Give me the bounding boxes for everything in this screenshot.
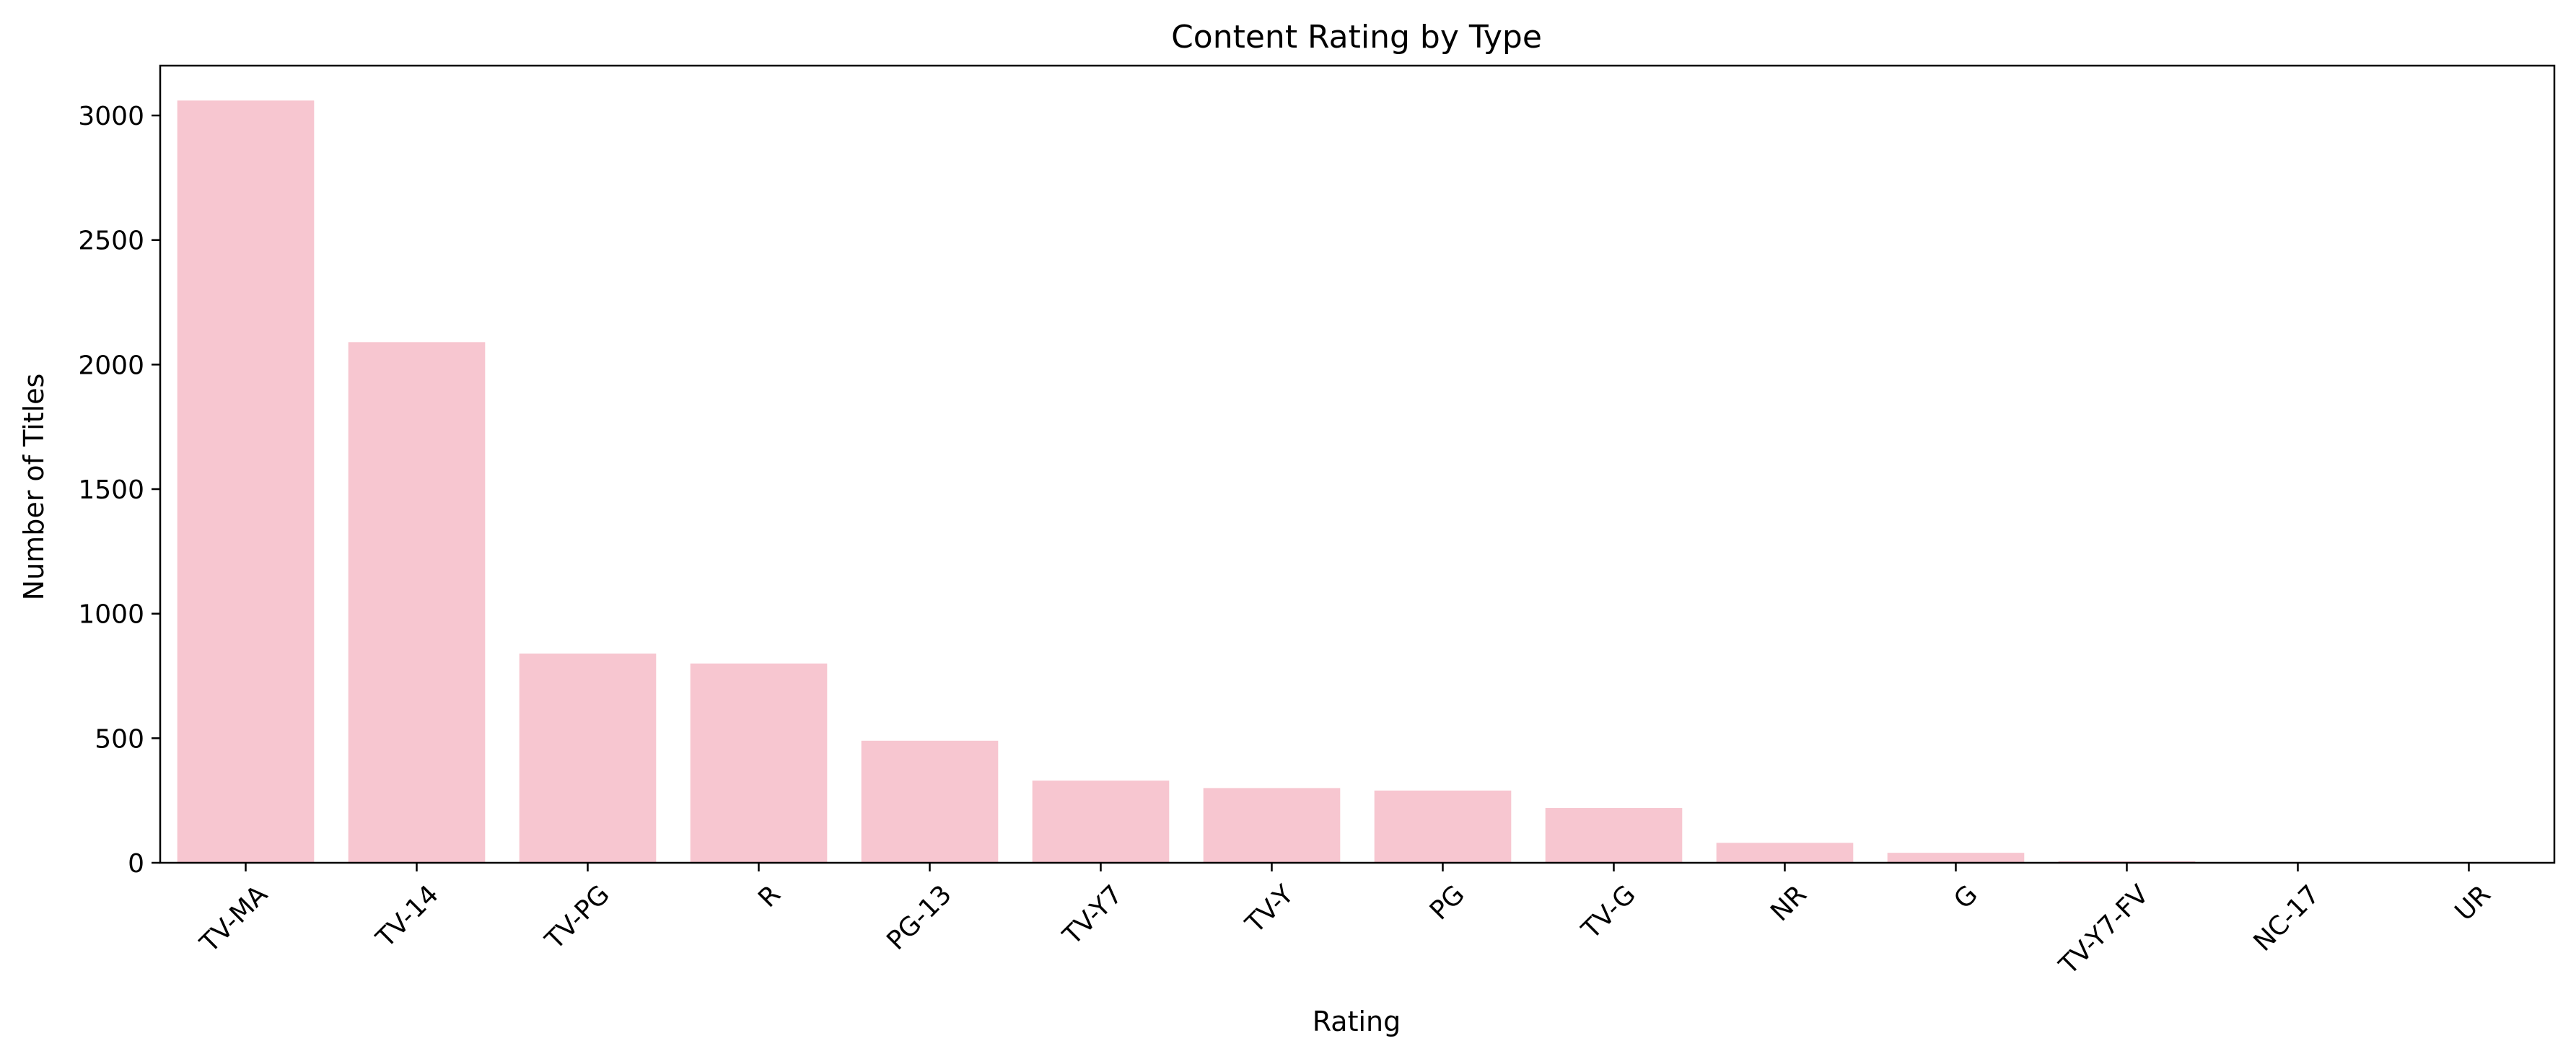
bar-pg-13 [861,740,999,863]
bar-pg [1374,790,1512,863]
y-tick-label: 1500 [78,475,144,505]
bar-tv-ma [177,100,315,863]
y-axis-label: Number of Titles [18,374,50,601]
x-axis-label: Rating [1313,1006,1401,1037]
bar-tv-y7 [1032,781,1170,863]
x-tick-label: NC-17 [2248,879,2326,957]
y-tick-label: 1000 [78,600,144,630]
x-axis: TV-MA TV-14 TV-PG R PG-13 TV-Y7 TV-Y PG TV-G NR G T… [194,863,2497,981]
y-tick-label: 500 [95,724,144,754]
chart-title: Content Rating by Type [1171,19,1542,56]
plot-frame [159,64,2556,864]
x-tick-label: TV-PG [540,879,615,955]
x-tick-label: TV-Y [1240,879,1300,940]
x-tick-label: TV-G [1576,879,1642,945]
x-tick-label: TV-Y7-FV [2054,879,2155,981]
bar-nr [1716,843,1854,863]
bar-g [1887,853,2025,863]
y-tick-label: 3000 [78,102,144,131]
x-tick-label: TV-MA [194,879,273,959]
bar-tv-y [1203,788,1341,863]
bar-tv-g [1545,808,1683,863]
bar-tv-pg [519,653,657,863]
y-axis: 0 500 1000 1500 2000 2500 3000 [78,102,160,879]
x-tick-label: PG-13 [881,879,958,956]
y-tick-label: 2500 [78,227,144,256]
x-tick-label: R [753,879,787,913]
y-tick-label: 0 [128,849,144,879]
x-tick-label: TV-Y7 [1057,879,1129,951]
bar-r [690,663,828,863]
bars-group [177,100,2538,863]
y-tick-label: 2000 [78,351,144,380]
bar-tv-14 [348,342,486,863]
x-tick-label: NR [1765,879,1813,927]
x-tick-label: UR [2450,879,2497,926]
x-tick-label: G [1948,879,1984,915]
x-tick-label: PG [1424,879,1471,926]
x-tick-label: TV-14 [370,879,444,954]
